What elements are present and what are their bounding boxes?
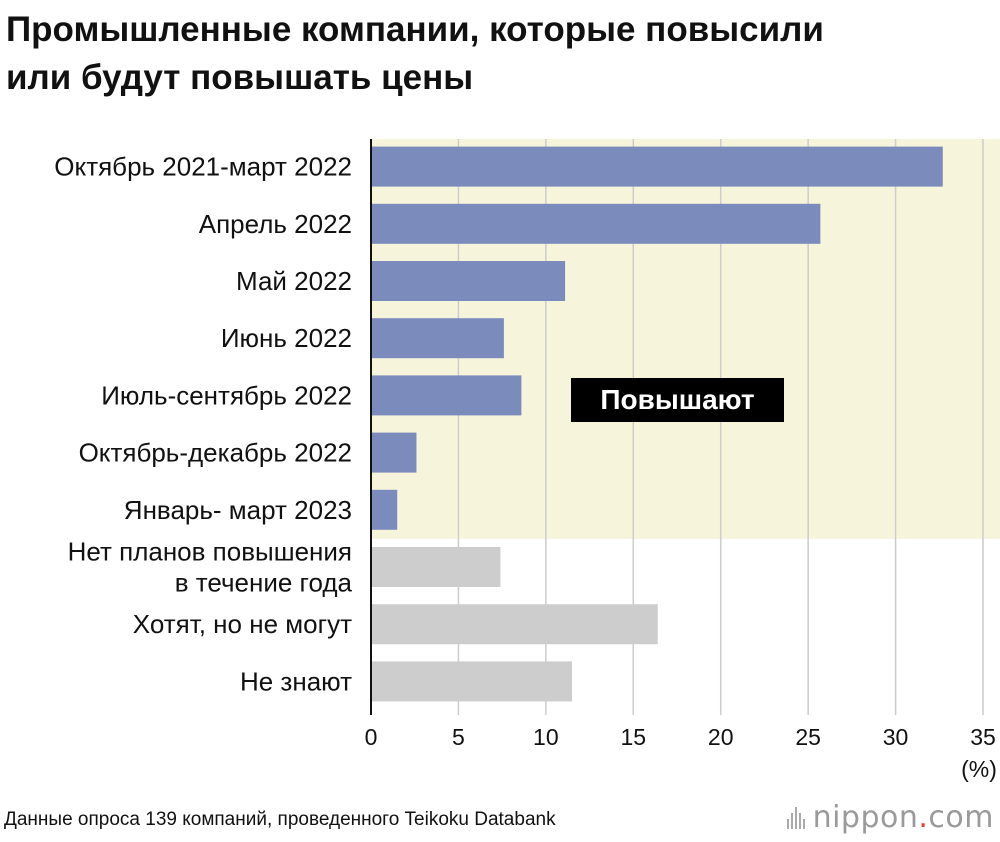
bar	[371, 661, 573, 702]
bar	[371, 489, 398, 530]
x-unit-label: (%)	[961, 756, 997, 782]
category-label: Нет планов повышения в течение года	[68, 537, 353, 598]
bar	[371, 261, 566, 301]
x-tick-label: 35	[970, 724, 996, 750]
bar	[371, 375, 522, 416]
logo-mark-icon	[786, 806, 805, 829]
highlight-label-box	[571, 378, 784, 422]
bar	[371, 547, 501, 587]
x-tick-label: 0	[365, 724, 378, 750]
category-label: Июль-сентябрь 2022	[101, 380, 352, 410]
category-label: Май 2022	[236, 266, 352, 296]
bar	[371, 203, 821, 244]
category-label: Октябрь 2021-март 2022	[54, 152, 352, 182]
category-label: Октябрь-декабрь 2022	[79, 438, 352, 468]
category-label: Хотят, но не могут	[133, 609, 352, 639]
x-tick-label: 20	[708, 724, 734, 750]
x-tick-label: 15	[620, 724, 646, 750]
category-label: Июнь 2022	[221, 323, 352, 353]
source-note: Данные опроса 139 компаний, проведенного…	[4, 809, 556, 830]
category-label: Не знают	[240, 666, 352, 696]
x-tick-label: 5	[452, 724, 465, 750]
category-label: Апрель 2022	[199, 209, 352, 239]
bar	[371, 146, 943, 187]
bar	[371, 318, 504, 359]
bar	[371, 604, 658, 645]
bar	[371, 432, 417, 473]
chart-title-line-2: или будут повышать цены	[6, 58, 474, 97]
x-tick-label: 25	[795, 724, 821, 750]
highlight-label: Повышают	[600, 384, 754, 415]
nippon-logo: nippon.com	[786, 800, 994, 835]
chart-title: Промышленные компании, которые повысили …	[6, 6, 996, 102]
logo-text: nippon.com	[812, 800, 994, 835]
x-tick-label: 30	[883, 724, 909, 750]
category-label: Январь- март 2023	[124, 495, 352, 525]
chart-title-line-1: Промышленные компании, которые повысили	[6, 10, 824, 49]
x-tick-label: 10	[533, 724, 559, 750]
